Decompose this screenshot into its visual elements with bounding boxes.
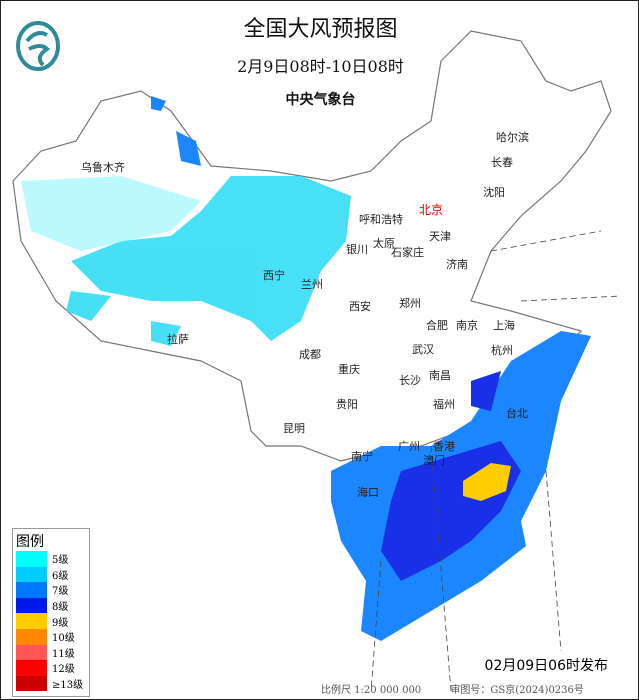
legend-title: 图例 — [16, 534, 44, 550]
legend-item: 8级 — [13, 597, 89, 614]
city-label: 台北 — [506, 407, 528, 420]
city-label: 广州 — [398, 440, 420, 453]
city-label: 昆明 — [283, 422, 305, 435]
legend-label: ≥13级 — [52, 680, 84, 692]
city-label: 成都 — [299, 348, 321, 361]
city-label: 乌鲁木齐 — [81, 161, 125, 174]
map-approval-number: 审图号：GS京(2024)0236号 — [450, 685, 584, 696]
legend-label: 12级 — [52, 664, 75, 676]
city-label: 南昌 — [429, 369, 451, 382]
legend-item: 11级 — [13, 644, 89, 661]
city-label: 长春 — [491, 156, 513, 169]
legend-swatch — [16, 660, 47, 676]
city-label: 济南 — [446, 258, 468, 271]
legend: 图例 5级 6级 7级 8级 9级 10级 11级 12级 ≥13级 — [12, 528, 90, 697]
city-label: 拉萨 — [167, 333, 189, 346]
legend-swatch — [16, 566, 47, 583]
city-label: 天津 — [429, 230, 451, 243]
legend-swatch — [16, 675, 47, 692]
legend-swatch — [16, 597, 47, 614]
city-label: 南宁 — [351, 450, 373, 463]
city-label: 杭州 — [491, 344, 513, 357]
city-label: 长沙 — [399, 374, 421, 387]
legend-swatch — [16, 628, 47, 645]
wind-level-5 — [21, 176, 201, 251]
city-label: 贵阳 — [336, 398, 358, 411]
city-label: 武汉 — [412, 343, 434, 356]
legend-item: 12级 — [13, 660, 89, 676]
legend-label: 11级 — [52, 648, 75, 660]
legend-swatch — [16, 613, 47, 629]
city-label: 太原 — [373, 237, 395, 250]
city-label: 上海 — [493, 319, 515, 332]
legend-item: 7级 — [13, 582, 89, 598]
legend-item: 10级 — [13, 628, 89, 645]
city-label: 重庆 — [338, 363, 360, 376]
legend-item: 5级 — [13, 551, 89, 567]
legend-label: 8级 — [52, 602, 69, 614]
city-label: 北京 — [419, 203, 444, 217]
legend-label: 7级 — [52, 586, 69, 598]
city-label: 哈尔滨 — [496, 131, 529, 144]
wind-level-9 — [463, 463, 511, 501]
map-title: 全国大风预报图 — [243, 17, 398, 42]
legend-item: 9级 — [13, 613, 89, 629]
legend-swatch — [16, 644, 47, 661]
city-label: 合肥 — [426, 319, 448, 332]
map-footer: 比例尺 1:20 000 000 审图号：GS京(2024)0236号 — [321, 681, 610, 696]
city-label: 西宁 — [263, 269, 285, 282]
boundary-lines — [370, 230, 622, 692]
city-label: 南京 — [456, 319, 478, 332]
wind-level-6 — [66, 176, 351, 346]
issuer: 中央气象台 — [285, 92, 356, 108]
legend-item: ≥13级 — [13, 675, 89, 692]
city-label: 兰州 — [301, 278, 323, 291]
city-label: 香港 — [433, 440, 455, 453]
legend-swatch — [16, 551, 47, 567]
legend-label: 10级 — [52, 633, 75, 645]
legend-item: 6级 — [13, 566, 89, 583]
city-label: 沈阳 — [483, 186, 505, 199]
legend-swatch — [16, 582, 47, 598]
legend-label: 9级 — [52, 617, 69, 629]
legend-label: 5级 — [52, 555, 69, 567]
city-label: 呼和浩特 — [359, 213, 403, 226]
city-label: 石家庄 — [391, 246, 424, 259]
city-label: 郑州 — [399, 297, 421, 310]
city-label: 银川 — [346, 243, 368, 256]
city-label: 西安 — [349, 300, 371, 313]
city-label: 澳门 — [423, 454, 445, 467]
city-label: 海口 — [357, 486, 379, 499]
city-label: 福州 — [433, 398, 455, 411]
issue-time: 02月09日06时发布 — [484, 658, 608, 674]
cma-logo-icon — [16, 21, 60, 71]
legend-label: 6级 — [52, 570, 69, 582]
forecast-period: 2月9日08时-10日08时 — [237, 57, 404, 76]
map-scale: 比例尺 1:20 000 000 — [321, 685, 422, 696]
